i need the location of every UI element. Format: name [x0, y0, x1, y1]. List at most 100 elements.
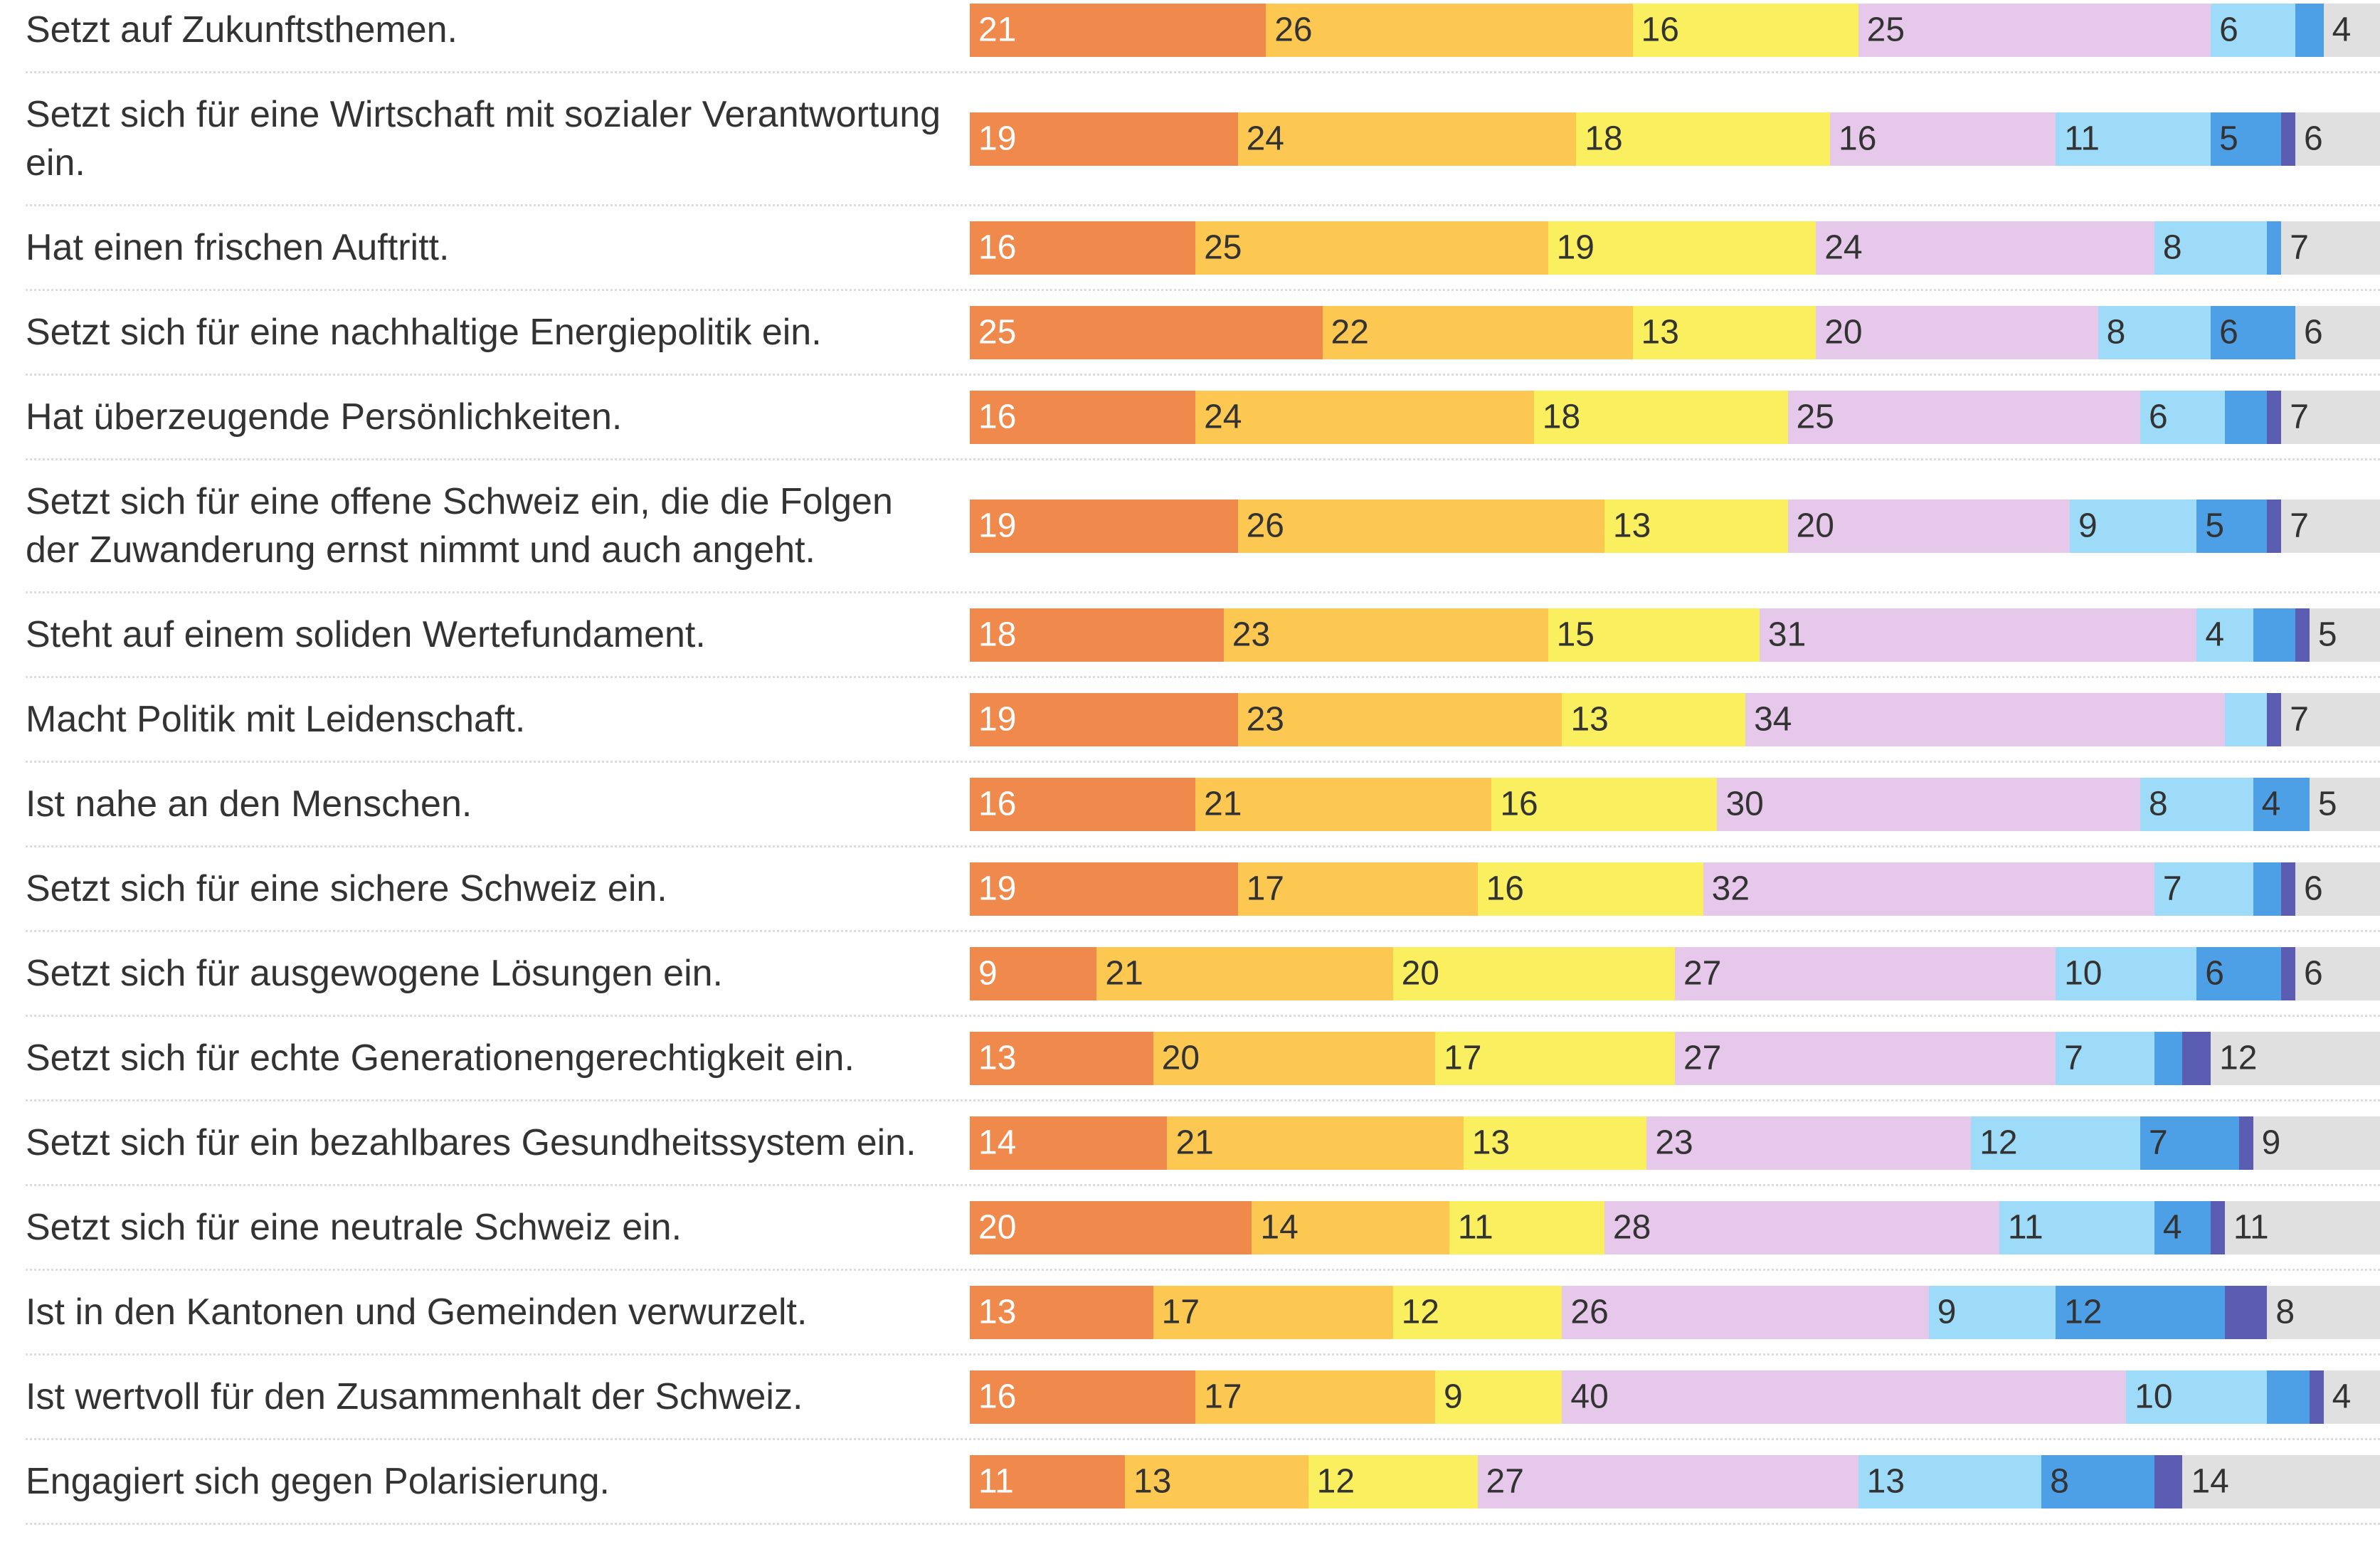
data-label: 23	[1232, 615, 1271, 654]
bar-segment: 20	[1392, 946, 1675, 1000]
category-label: Ist nahe an den Menschen.	[26, 783, 472, 825]
data-label: 23	[1655, 1124, 1693, 1162]
data-label: 26	[1570, 1293, 1609, 1331]
category-label: Setzt sich für ausgewogene Lösungen ein.	[26, 953, 724, 994]
bar-segment: 4	[2323, 3, 2380, 57]
bar-segment: 12	[1392, 1285, 1562, 1339]
bar-segment: 19	[970, 692, 1238, 746]
bar-segment: 5	[2211, 112, 2282, 166]
data-label: 16	[1839, 120, 1877, 158]
data-label: 21	[1204, 785, 1242, 823]
bar-segment: 7	[2281, 221, 2380, 275]
data-label: 22	[1331, 313, 1369, 352]
bar-row: Hat einen frischen Auftritt. 16 25 19 24 8 7	[26, 206, 2380, 291]
category-label: Ist in den Kantonen und Gemeinden verwur…	[26, 1291, 808, 1333]
data-label: 11	[1457, 1208, 1493, 1247]
stacked-bar: 19 23 13 34 7	[970, 692, 2380, 746]
bar-row: Engagiert sich gegen Polarisierung. 11 13 1…	[26, 1440, 2380, 1525]
data-label: 8	[2106, 313, 2126, 352]
data-label: 28	[1612, 1208, 1651, 1247]
bar-segment: 6	[2140, 390, 2225, 444]
data-label: 7	[2290, 700, 2309, 739]
category-label: Setzt sich für eine Wirtschaft mit sozia…	[26, 94, 941, 184]
data-label: 18	[978, 615, 1017, 654]
stacked-bar: 13 20 17 27 7 12	[970, 1031, 2380, 1085]
bar-segment: 5	[2309, 608, 2380, 662]
bar-segment: 12	[2056, 1285, 2225, 1339]
stacked-bar: 21 26 16 25 6 4	[970, 3, 2380, 57]
data-label: 21	[1175, 1124, 1214, 1162]
data-label: 31	[1767, 615, 1807, 654]
bar-segment: 26	[1562, 1285, 1929, 1339]
data-label: 4	[2162, 1208, 2182, 1247]
bar-segment: 26	[1266, 3, 1633, 57]
data-label: 16	[978, 228, 1017, 267]
data-label: 32	[1711, 870, 1750, 908]
data-label: 24	[1204, 398, 1242, 436]
bar-row: Setzt sich für eine sichere Schweiz ein.…	[26, 847, 2380, 932]
bar-segment: 4	[2253, 777, 2310, 831]
bar-segment: 11	[2224, 1200, 2380, 1254]
bar-segment	[2154, 1031, 2183, 1085]
data-label: 20	[1824, 313, 1863, 352]
data-label: 9	[1444, 1378, 1463, 1416]
data-label: 10	[2064, 954, 2103, 993]
data-label: 13	[1612, 507, 1651, 545]
bar-segment: 6	[2211, 305, 2296, 359]
bar-segment: 24	[1195, 390, 1534, 444]
data-label: 13	[1570, 700, 1609, 739]
bar-segment: 19	[970, 499, 1238, 553]
data-label: 13	[978, 1039, 1017, 1077]
category-label: Hat einen frischen Auftritt.	[26, 227, 450, 268]
bar-segment	[2309, 1370, 2324, 1424]
bar-segment	[2267, 221, 2282, 275]
data-label: 4	[2332, 1378, 2352, 1416]
bar-segment: 7	[2154, 862, 2253, 916]
bar-segment: 16	[1491, 777, 1718, 831]
bar-row: Setzt auf Zukunftsthemen. 21 26 16 25 6 4	[26, 0, 2380, 73]
bar-segment: 13	[1858, 1454, 2042, 1508]
bar-segment: 11	[1449, 1200, 1604, 1254]
bar-row: Setzt sich für ausgewogene Lösungen ein.…	[26, 932, 2380, 1017]
data-label: 17	[1246, 870, 1284, 908]
bar-row: Setzt sich für eine offene Schweiz ein, …	[26, 460, 2380, 593]
bar-segment: 30	[1717, 777, 2141, 831]
data-label: 18	[1585, 120, 1623, 158]
data-label: 19	[978, 700, 1017, 739]
bar-row: Macht Politik mit Leidenschaft. 19 23 13 34 7	[26, 678, 2380, 763]
bar-segment: 27	[1674, 946, 2056, 1000]
bar-row: Ist wertvoll für den Zusammenhalt der Sc…	[26, 1356, 2380, 1440]
data-label: 13	[1641, 313, 1679, 352]
data-label: 11	[978, 1462, 1014, 1501]
data-label: 19	[1556, 228, 1594, 267]
bar-segment: 23	[1237, 692, 1562, 746]
bar-segment: 23	[1646, 1116, 1972, 1170]
bar-segment	[2253, 608, 2296, 662]
category-label: Macht Politik mit Leidenschaft.	[26, 699, 526, 740]
data-label: 17	[1161, 1293, 1200, 1331]
data-label: 9	[2261, 1124, 2281, 1162]
bar-segment: 6	[2196, 946, 2282, 1000]
bar-segment: 20	[970, 1200, 1252, 1254]
bar-segment: 10	[2126, 1370, 2268, 1424]
data-label: 20	[1401, 954, 1439, 993]
data-label: 13	[1866, 1462, 1905, 1501]
data-label: 16	[978, 398, 1017, 436]
bar-row: Ist nahe an den Menschen. 16 21 16 30 8 4 5	[26, 763, 2380, 847]
bar-segment: 14	[970, 1116, 1168, 1170]
bar-segment: 14	[1252, 1200, 1449, 1254]
data-label: 21	[978, 11, 1017, 49]
bar-segment: 6	[2295, 112, 2380, 166]
category-label: Engagiert sich gegen Polarisierung.	[26, 1461, 610, 1502]
data-label: 9	[2078, 507, 2098, 545]
data-label: 7	[2162, 870, 2182, 908]
data-label: 19	[978, 120, 1017, 158]
data-label: 6	[2304, 120, 2323, 158]
bar-segment: 17	[1153, 1285, 1393, 1339]
bar-segment: 25	[970, 305, 1323, 359]
category-label: Hat überzeugende Persönlichkeiten.	[26, 396, 623, 438]
bar-segment: 11	[1999, 1200, 2154, 1254]
bar-row: Hat überzeugende Persönlichkeiten. 16 24 18…	[26, 376, 2380, 460]
bar-segment: 7	[2281, 692, 2380, 746]
category-label: Setzt sich für eine neutrale Schweiz ein…	[26, 1207, 682, 1248]
